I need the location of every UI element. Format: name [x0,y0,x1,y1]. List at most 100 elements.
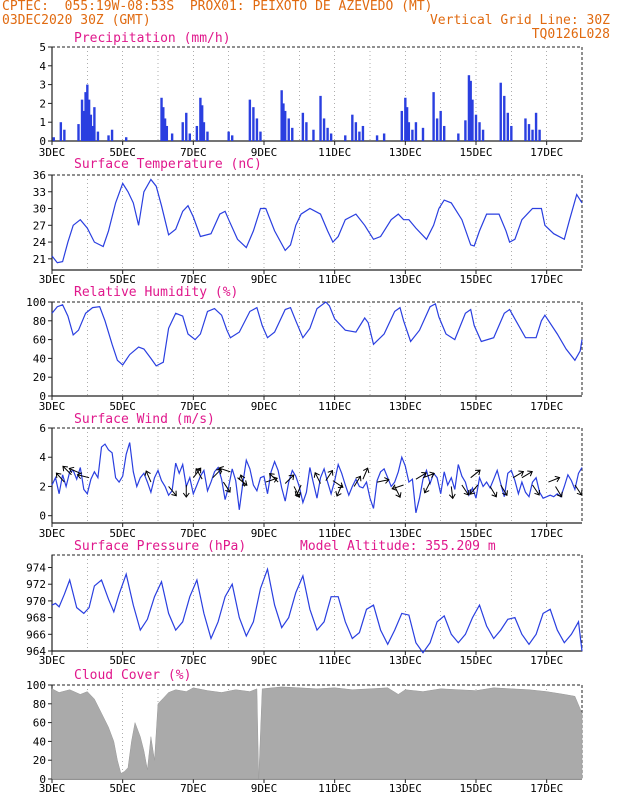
precip-xtick-label: 3DEC [39,146,66,159]
precip-bar [87,99,91,141]
cloud-xtick-label: 13DEC [389,782,422,795]
wind-arrow [574,484,583,496]
wind-arrow-head [144,470,151,477]
wind-arrow [392,484,404,490]
wind-xtick-label: 15DEC [459,527,492,540]
wind-arrow-head [469,489,476,495]
precip-bar [301,112,305,141]
precip-bar [80,99,84,141]
precip-bar [405,107,409,141]
cloud-ytick-label: 60 [33,717,46,730]
precip-bar [248,99,252,141]
precip-ytick-label: 5 [39,41,46,54]
wind-xtick-label: 7DEC [180,527,207,540]
precip-bar [160,97,163,141]
wind-xtick-label: 17DEC [530,527,563,540]
wind-arrow [469,484,479,495]
precip-bar [354,122,358,141]
station-line: CPTEC: 055:19W-08:53S PROX01: PEIXOTO DE… [2,0,433,14]
precip-bar [280,90,283,141]
precip-bar [162,107,165,141]
precip-bar [382,133,386,141]
rh-ytick-label: 0 [39,390,46,403]
precip-ytick-label: 2 [39,97,46,110]
wind-arrow [293,486,300,498]
wind-arrow-head [576,489,583,496]
wind-arrow-head [395,492,402,498]
precip-bar [404,97,407,141]
pres-xtick-label: 7DEC [180,654,207,667]
wind-arrow [62,465,72,476]
temp-line [51,178,583,264]
pres-frame [51,554,583,652]
wind-arrow-head [534,489,540,496]
wind-ytick-label: 0 [39,510,46,523]
precip-bar [93,107,96,141]
wind-arrow [470,469,481,479]
wind-arrow-head [355,475,362,482]
precip-bar [407,122,411,141]
precip-bar [443,125,446,141]
pres-xtick-label: 17DEC [530,654,563,667]
wind-arrow-head [68,466,75,474]
temp-xtick-label: 5DEC [109,273,136,286]
temp-xtick-label: 13DEC [389,273,422,286]
wind-arrow-head [171,490,177,497]
precip-bar [524,118,527,141]
rh-ytick-label: 20 [33,371,46,384]
temp-panel: Surface Temperature (nC) 21 24 27 30 33 36 3DEC… [33,157,583,286]
cloud-ytick-label: 0 [39,773,46,786]
precip-bar [195,125,199,141]
wind-arrow [56,472,65,483]
precip-bar [478,122,481,141]
wind-arrow [489,486,497,498]
pres-xtick-label: 11DEC [318,654,351,667]
precip-ytick-label: 1 [39,116,46,129]
precip-bar [185,112,188,141]
precip-frame [51,46,583,142]
temp-xtick-label: 9DEC [251,273,278,286]
wind-arrow-head [421,471,427,478]
grid-line-note: Vertical Grid Line: 30Z [429,13,610,28]
model-id: TQ0126L028 [531,27,610,42]
wind-arrow-head [195,468,202,474]
wind-arrow-head [182,492,190,498]
precip-xtick-label: 17DEC [530,146,563,159]
wind-arrow [195,468,203,480]
wind-arrow [512,471,524,479]
precip-bar [200,105,204,141]
wind-arrow-head [391,484,398,491]
wind-arrow-head [269,473,275,479]
precip-bar [457,133,460,141]
precip-bar [411,129,414,141]
wind-arrow [362,467,369,480]
precip-bar [181,122,184,141]
wind-title: Surface Wind (m/s) [74,412,215,427]
wind-arrow-head [502,490,508,497]
wind-arrow-head [294,491,301,497]
precip-bar [344,135,347,141]
rh-xtick-label: 11DEC [318,400,351,413]
precip-bar [107,135,110,141]
precip-ytick-label: 4 [39,60,46,73]
wind-xtick-label: 9DEC [251,527,278,540]
precip-bar [527,124,531,141]
wind-arrow-head [218,465,224,473]
pres-ytick-label: 970 [26,595,46,608]
pres-ytick-label: 972 [26,578,46,591]
precip-bar [351,114,354,141]
cloud-xtick-label: 5DEC [109,782,136,795]
rh-ytick-label: 100 [26,296,46,309]
precip-bar [287,118,290,141]
wind-arrow-head [55,472,62,479]
pres-model-altitude: Model Altitude: 355.209 m [300,539,496,554]
wind-arrow-head [288,474,295,481]
wind-arrow [424,481,431,494]
precip-bar [255,118,259,141]
wind-arrow [548,477,560,483]
cloud-area [51,686,583,780]
wind-arrow-head [62,465,68,472]
precip-bar [188,133,191,141]
wind-arrow-head [429,471,436,478]
temp-ytick-label: 30 [33,203,46,216]
